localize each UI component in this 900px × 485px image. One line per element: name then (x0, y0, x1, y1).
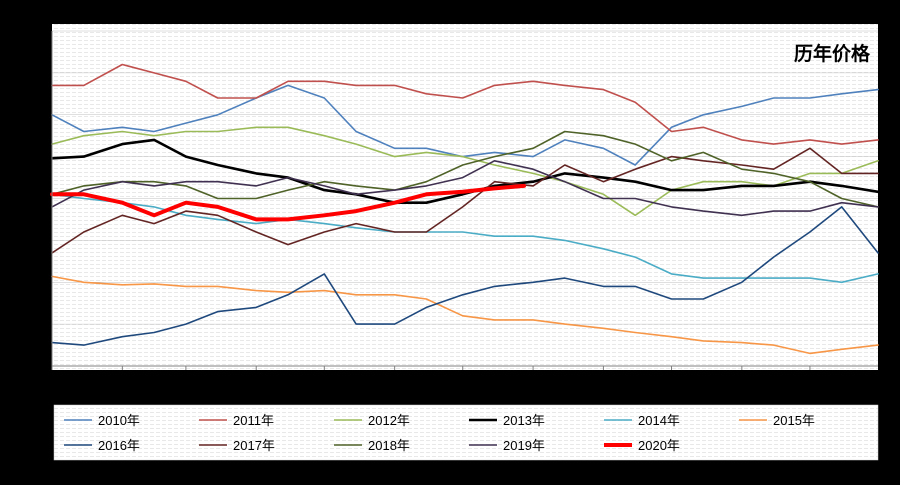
y-tick-label: 2500 (22, 277, 46, 289)
x-tick-label: 3/1 (178, 374, 193, 386)
series-line-2018年 (51, 130, 879, 208)
legend-label: 2016年 (98, 438, 140, 453)
y-tick-label: 4500 (22, 110, 46, 122)
series-line-2017年 (51, 147, 879, 254)
series-line-2012年 (51, 126, 879, 217)
x-tick-label: 2/1 (115, 374, 130, 386)
series-line-2015年 (51, 275, 879, 355)
x-tick-label: 11/1 (732, 374, 753, 386)
x-tick-label: 6/1 (387, 374, 402, 386)
axes: 1500 2000 2500 3000 3500 4000 4500 5000 5500 1/1 2… (22, 26, 878, 386)
legend-panel (54, 405, 878, 460)
series-line-2014年 (51, 193, 879, 284)
y-tick-label: 5000 (22, 68, 46, 80)
y-tick-label: 3500 (22, 194, 46, 206)
legend-label: 2014年 (638, 413, 680, 428)
chart-title: 历年价格 (794, 42, 871, 65)
series-line-2013年 (50, 138, 880, 204)
legend-label: 2010年 (98, 413, 140, 428)
x-tick-label: 1/1 (44, 374, 59, 386)
legend-label: 2012年 (368, 413, 410, 428)
y-tick-label: 2000 (22, 319, 46, 331)
series-line-2016年 (51, 206, 879, 346)
x-tick-label: 12/1 (799, 374, 820, 386)
series-layer (50, 63, 880, 355)
x-tick-label: 10/1 (661, 374, 682, 386)
legend-label: 2019年 (503, 438, 545, 453)
x-tick-label: 7/1 (455, 374, 470, 386)
x-tick-label: 9/1 (596, 374, 611, 386)
y-tick-label: 4000 (22, 152, 46, 164)
legend-label: 2015年 (773, 413, 815, 428)
legend: 2010年 2011年 2012年 2013年 2014年 2015年 2016年 2017年… (64, 413, 815, 453)
legend-label: 2020年 (638, 438, 680, 453)
plot-panel (52, 24, 878, 370)
series-line-2011年 (51, 63, 879, 145)
series-line-2019年 (51, 160, 879, 217)
y-tick-label: 5500 (22, 26, 46, 38)
legend-label: 2017年 (233, 438, 275, 453)
x-tick-label: 8/1 (525, 374, 540, 386)
x-tick-label: 5/1 (317, 374, 332, 386)
legend-border (53, 404, 879, 461)
legend-label: 2011年 (233, 413, 274, 428)
y-tick-label: 1500 (22, 361, 46, 373)
legend-label: 2018年 (368, 438, 410, 453)
legend-label: 2013年 (503, 413, 545, 428)
series-line-2020年 (50, 183, 526, 222)
x-tick-label: 4/1 (249, 374, 264, 386)
y-tick-label: 3000 (22, 235, 46, 247)
